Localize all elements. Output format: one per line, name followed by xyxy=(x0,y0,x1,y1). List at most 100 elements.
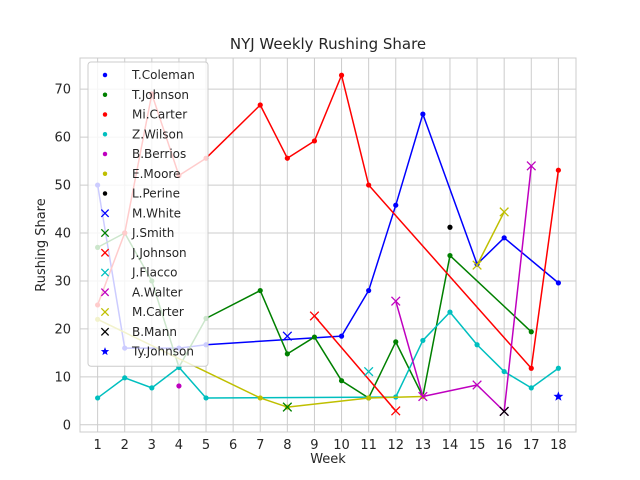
data-point xyxy=(393,202,399,208)
data-point xyxy=(420,111,426,117)
x-marker-stroke xyxy=(499,406,509,417)
x-marker-stroke xyxy=(100,228,110,238)
legend-box xyxy=(87,61,209,367)
series-group xyxy=(309,311,401,416)
data-point xyxy=(149,385,155,391)
x-marker-stroke xyxy=(100,327,110,336)
legend-marker xyxy=(100,347,110,356)
legend-label: A.Walter xyxy=(132,285,183,299)
x-marker-stroke xyxy=(499,207,509,217)
data-point xyxy=(311,334,318,340)
data-point xyxy=(284,155,290,161)
legend: T.Coleman T.Johnson Mi.Carter Z.Wilson B.Ber… xyxy=(87,61,209,367)
x-tick-label: 11 xyxy=(360,438,377,453)
series-group xyxy=(499,406,509,417)
y-tick-label: 20 xyxy=(54,322,71,337)
x-marker-stroke xyxy=(282,331,293,341)
data-point xyxy=(122,375,128,381)
data-point xyxy=(499,406,509,417)
legend-label: J.Flacco xyxy=(131,266,177,280)
data-point xyxy=(95,395,101,401)
series-group xyxy=(472,207,509,270)
series-group xyxy=(282,402,293,412)
legend-marker xyxy=(102,151,108,157)
data-point xyxy=(553,391,564,401)
data-point xyxy=(474,342,480,348)
legend-marker xyxy=(100,228,110,238)
x-tick-label: 2 xyxy=(121,438,129,453)
legend-marker xyxy=(102,171,108,176)
legend-marker xyxy=(100,288,110,297)
x-marker-stroke xyxy=(526,161,537,171)
x-marker-stroke xyxy=(309,311,320,321)
data-point xyxy=(203,395,209,401)
legend-label: T.Coleman xyxy=(131,68,195,82)
x-tick-label: 7 xyxy=(256,438,264,453)
data-point xyxy=(528,385,534,391)
x-tick-label: 10 xyxy=(333,438,350,453)
data-point xyxy=(257,102,263,108)
legend-label: M.Carter xyxy=(132,305,184,319)
data-point xyxy=(282,331,293,341)
legend-marker xyxy=(100,268,110,277)
x-marker-stroke xyxy=(100,248,110,257)
chart-title: NYJ Weekly Rushing Share xyxy=(230,35,426,53)
legend-label: Mi.Carter xyxy=(132,108,187,122)
legend-label: J.Johnson xyxy=(131,246,187,260)
series-group xyxy=(282,331,293,341)
x-marker-stroke xyxy=(100,307,110,317)
legend-marker xyxy=(102,191,108,196)
y-tick-label: 50 xyxy=(54,179,71,194)
legend-label: Z.Wilson xyxy=(132,127,184,141)
y-tick-label: 40 xyxy=(54,227,71,242)
data-point xyxy=(257,287,263,294)
data-point xyxy=(555,365,561,371)
data-point xyxy=(472,260,482,270)
x-marker-stroke xyxy=(472,260,482,270)
x-tick-label: 6 xyxy=(229,438,237,453)
data-point xyxy=(338,72,345,78)
x-marker-stroke xyxy=(100,209,110,218)
x-marker-stroke xyxy=(363,366,374,377)
data-point xyxy=(501,368,507,375)
legend-marker xyxy=(100,248,110,257)
x-tick-label: 3 xyxy=(148,438,156,453)
data-point xyxy=(366,287,372,294)
plot-frame xyxy=(79,57,577,433)
data-point xyxy=(366,395,372,401)
data-point xyxy=(472,380,482,390)
legend-label: B.Mann xyxy=(132,325,177,339)
data-point xyxy=(528,329,534,335)
legend-label: M.White xyxy=(132,206,181,220)
data-point xyxy=(390,406,401,416)
y-tick-label: 60 xyxy=(54,131,71,146)
legend-marker xyxy=(100,209,110,218)
y-tick-label: 0 xyxy=(63,418,71,433)
series-line xyxy=(476,211,505,266)
data-point xyxy=(282,402,293,412)
x-tick-label: 5 xyxy=(202,438,210,453)
legend-marker xyxy=(102,112,108,117)
x-tick-label: 15 xyxy=(469,438,486,453)
data-point xyxy=(338,333,345,339)
legend-label: B.Berrios xyxy=(132,147,186,161)
data-point xyxy=(284,351,290,357)
x-tick-label: 18 xyxy=(550,438,567,453)
x-marker-stroke xyxy=(100,288,110,297)
x-axis-title: Week xyxy=(310,452,346,467)
data-point xyxy=(366,182,372,188)
legend-marker xyxy=(100,307,110,317)
series-group xyxy=(176,383,182,389)
legend-label: L.Perine xyxy=(132,187,180,201)
x-tick-label: 8 xyxy=(283,438,291,453)
x-marker-stroke xyxy=(418,391,428,402)
data-point xyxy=(501,235,507,241)
data-point xyxy=(311,138,318,144)
data-point xyxy=(363,366,374,377)
legend-label: Ty.Johnson xyxy=(131,345,194,359)
data-point xyxy=(309,311,320,321)
x-tick-label: 9 xyxy=(310,438,318,453)
data-point xyxy=(176,383,182,389)
series-group xyxy=(363,366,374,377)
